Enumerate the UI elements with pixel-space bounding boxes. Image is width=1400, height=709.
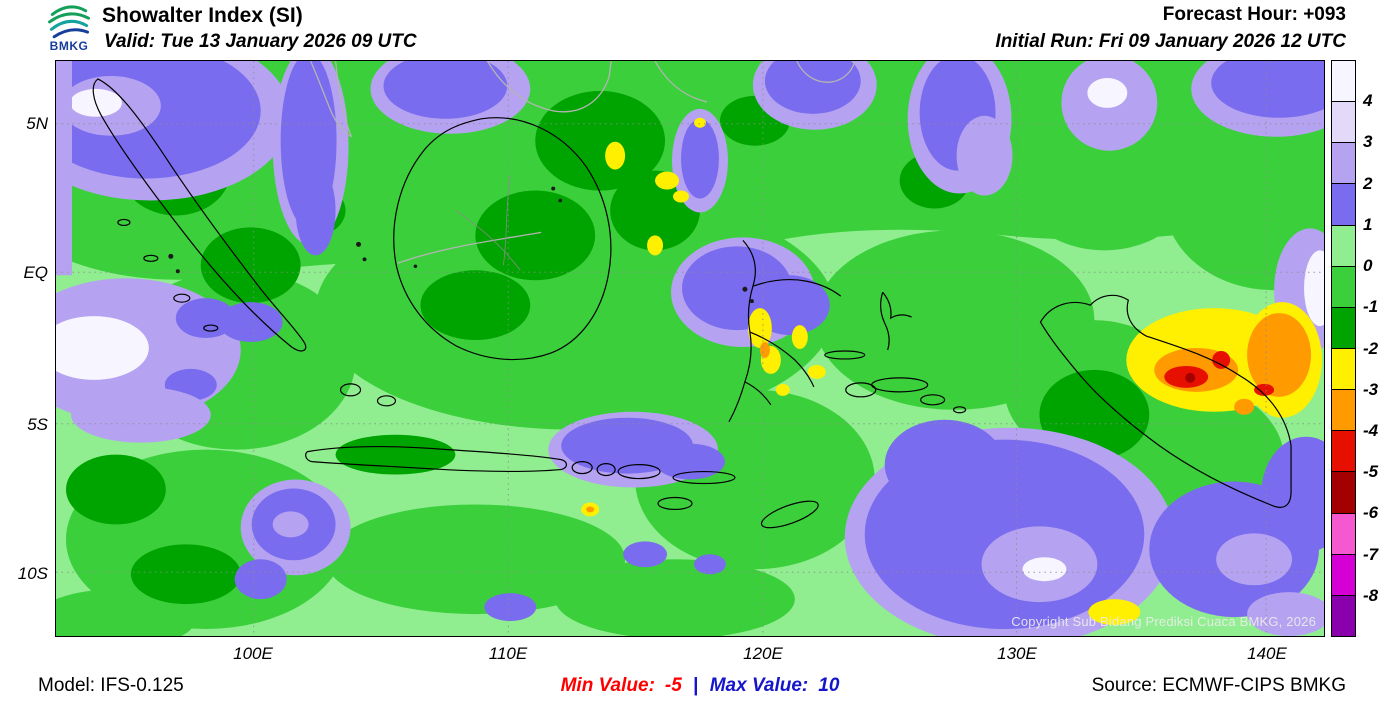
page-title: Showalter Index (SI) [102, 4, 303, 27]
minmax-row: Min Value: -5 | Max Value: 10 [561, 675, 840, 697]
admin-borders [455, 175, 521, 271]
lon-label-130e: 130E [997, 644, 1037, 663]
lat-label-eq: EQ [23, 263, 48, 282]
legend-segment [1332, 431, 1355, 473]
max-value-label: Max Value: 10 [709, 675, 840, 696]
legend-segment [1332, 472, 1355, 514]
lon-label-110e: 110E [488, 644, 528, 663]
legend-tick: -7 [1363, 545, 1379, 564]
legend-segment [1332, 348, 1355, 391]
unstable-warm-zones [581, 117, 1323, 626]
min-value-label: Min Value: -5 [560, 675, 682, 696]
legend-tick: -3 [1363, 380, 1379, 399]
legend-tick: -2 [1363, 339, 1379, 358]
copyright-text: Copyright Sub Bidang Prediksi Cuaca BMKG… [1011, 614, 1316, 629]
coastlines [92, 78, 1292, 529]
stable-purple-zones [56, 61, 1324, 636]
legend-segment [1332, 266, 1355, 308]
valid-time: Valid: Tue 13 January 2026 09 UTC [104, 31, 417, 52]
lon-label-140e: 140E [1247, 644, 1287, 663]
legend-segment [1332, 184, 1355, 226]
lon-label-120e: 120E [743, 644, 783, 663]
legend-tick: -5 [1363, 462, 1379, 481]
legend-tick: -8 [1363, 586, 1379, 605]
forecast-hour: Forecast Hour: +093 [1162, 4, 1346, 25]
legend-tick: -6 [1363, 503, 1379, 522]
max-value: 10 [818, 675, 840, 696]
map-canvas: Copyright Sub Bidang Prediksi Cuaca BMKG… [55, 60, 1325, 637]
legend-tick: -1 [1363, 297, 1379, 316]
initial-run: Initial Run: Fri 09 January 2026 12 UTC [995, 31, 1346, 52]
legend-segment [1332, 554, 1355, 596]
legend-colorbar [1331, 60, 1356, 637]
coastlines-foreign [310, 61, 856, 264]
si-field-graphic [56, 61, 1324, 636]
legend-segment [1332, 102, 1355, 144]
bmkg-logo: BMKG [40, 1, 98, 59]
model-label: Model: IFS-0.125 [38, 675, 184, 696]
legend-segment [1332, 513, 1355, 555]
legend-segment [1332, 595, 1355, 636]
lat-label-10s: 10S [17, 564, 48, 583]
legend-segment [1332, 61, 1355, 103]
source-label: Source: ECMWF-CIPS BMKG [1091, 675, 1346, 696]
bmkg-logo-text: BMKG [49, 39, 89, 53]
legend-tick: 0 [1363, 256, 1373, 275]
legend-tick: 3 [1363, 132, 1373, 151]
lon-label-100e: 100E [233, 644, 273, 663]
terrain-speckles [168, 186, 754, 304]
legend-tick: 1 [1363, 215, 1373, 234]
minmax-divider: | [693, 675, 699, 696]
bmkg-logo-icon [48, 5, 90, 39]
legend-segment [1332, 307, 1355, 349]
legend-segment [1332, 143, 1355, 185]
min-value: -5 [664, 675, 682, 696]
legend-tick: 4 [1363, 91, 1373, 110]
legend-tick: 2 [1363, 174, 1373, 193]
legend-segment [1332, 390, 1355, 432]
lat-label-5n: 5N [26, 114, 48, 133]
legend-tick: -4 [1363, 421, 1379, 440]
legend-segment [1332, 225, 1355, 267]
lat-label-5s: 5S [27, 415, 48, 434]
